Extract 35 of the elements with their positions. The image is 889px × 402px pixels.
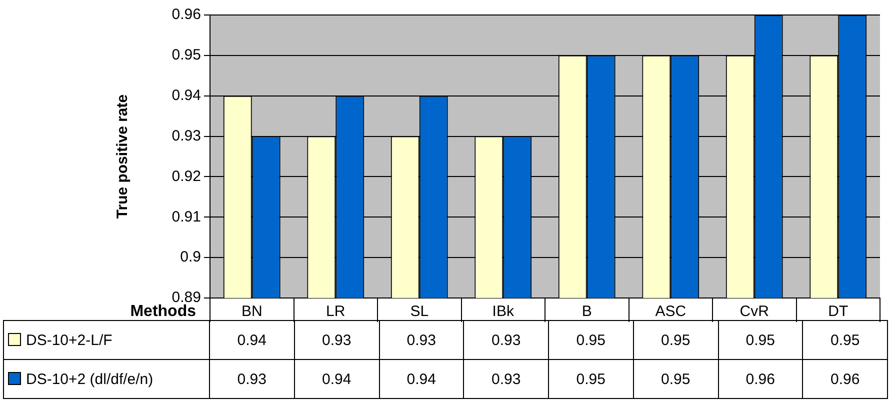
y-tick-label: 0.92 bbox=[172, 168, 201, 185]
data-label: 0.93 bbox=[379, 320, 464, 360]
x-tick-label: ASC bbox=[655, 303, 686, 320]
data-label: 0.95 bbox=[548, 360, 634, 398]
y-axis-title: True positive rate bbox=[114, 94, 132, 219]
data-label: 0.93 bbox=[464, 320, 548, 360]
y-tick-label: 0.96 bbox=[172, 6, 201, 24]
data-label: 0.95 bbox=[548, 320, 634, 360]
x-tick-label: BN bbox=[241, 303, 262, 320]
legend-label: DS-10+2 (dl/df/e/n) bbox=[4, 360, 210, 398]
data-label: 0.95 bbox=[802, 320, 888, 360]
y-tick-label: 0.91 bbox=[172, 208, 201, 226]
y-tick-label: 0.9 bbox=[180, 248, 201, 266]
x-tick-label: IBk bbox=[492, 303, 514, 320]
x-axis-title: Methods bbox=[129, 303, 196, 321]
x-tick-label: B bbox=[582, 303, 592, 320]
data-label: 0.95 bbox=[633, 360, 718, 398]
data-label: 0.93 bbox=[294, 320, 379, 360]
data-label: 0.93 bbox=[464, 360, 548, 398]
y-tick-label: 0.94 bbox=[172, 87, 201, 104]
data-label: 0.94 bbox=[210, 320, 294, 360]
data-label: 0.95 bbox=[633, 320, 718, 360]
data-label: 0.95 bbox=[718, 320, 803, 360]
y-tick-label: 0.95 bbox=[172, 46, 201, 64]
legend-label: DS-10+2-L/F bbox=[4, 320, 210, 360]
data-label: 0.96 bbox=[802, 360, 888, 398]
x-tick-label: LR bbox=[326, 303, 346, 320]
data-label: 0.94 bbox=[379, 360, 464, 398]
y-tick-label: 0.93 bbox=[172, 127, 201, 144]
x-tick-label: CvR bbox=[740, 303, 770, 320]
data-label: 0.96 bbox=[718, 360, 803, 398]
data-label: 0.93 bbox=[210, 360, 294, 398]
data-label: 0.94 bbox=[294, 360, 379, 398]
x-tick-label: SL bbox=[410, 303, 429, 320]
x-tick-label: DT bbox=[828, 303, 848, 320]
